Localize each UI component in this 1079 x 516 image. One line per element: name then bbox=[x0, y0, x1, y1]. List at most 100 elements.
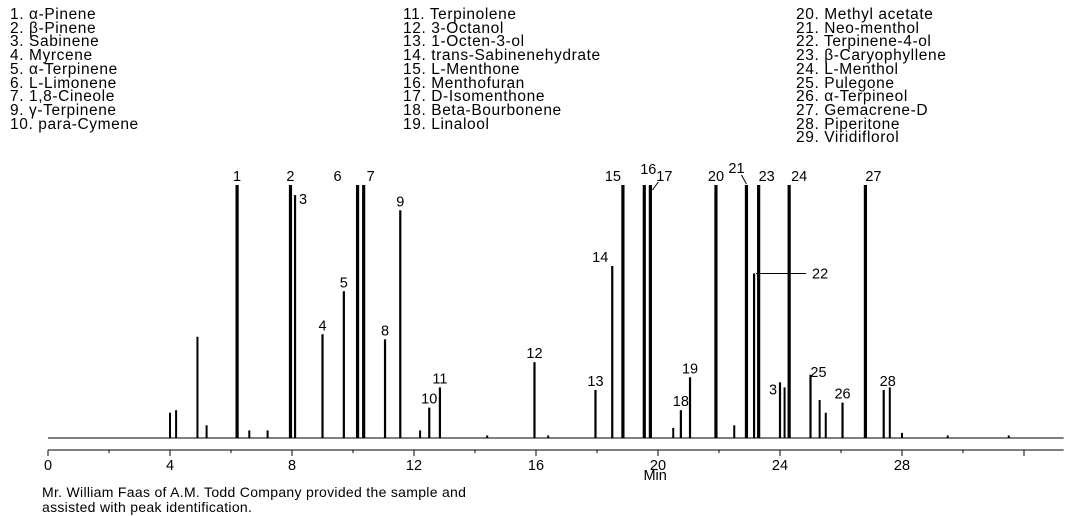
legend-item-number: 26. bbox=[796, 88, 820, 106]
legend-item-name: Linalool bbox=[426, 115, 490, 133]
legend-item-number: 24. bbox=[796, 60, 820, 78]
peak-label: 27 bbox=[865, 169, 881, 185]
x-tick-label: 0 bbox=[44, 458, 52, 474]
legend-item: 15. L-Menthone bbox=[403, 60, 601, 78]
legend-item-name: D-Isomenthone bbox=[426, 88, 546, 106]
peak-label: 21 bbox=[728, 161, 744, 177]
peak-label: 25 bbox=[810, 365, 826, 381]
legend-item-number: 22. bbox=[796, 33, 820, 51]
legend-item-name: Piperitone bbox=[819, 115, 901, 133]
legend-item-number: 25. bbox=[796, 74, 820, 92]
peak-label: 4 bbox=[318, 318, 326, 334]
legend-item: 3. Sabinene bbox=[10, 33, 139, 51]
legend-item-number: 11. bbox=[403, 6, 426, 23]
legend-item-name: Menthofuran bbox=[426, 74, 525, 92]
peak-label: 11 bbox=[432, 371, 447, 387]
credit-line-2: assisted with peak identification. bbox=[42, 499, 253, 515]
peak-label: 8 bbox=[381, 323, 389, 339]
legend-item: 9. γ-Terpinene bbox=[10, 101, 139, 119]
legend-item-number: 13. bbox=[403, 33, 427, 51]
legend-item: 26. α-Terpineol bbox=[796, 88, 946, 106]
legend-item-number: 29. bbox=[796, 129, 820, 147]
legend-item-name: α-Terpineol bbox=[819, 88, 908, 106]
legend-column-2: 11. Terpinolene 12. 3-Octanol 13. 1-Octen-… bbox=[403, 6, 601, 133]
legend-item-name: Viridiflorol bbox=[819, 129, 900, 147]
x-tick-label: 8 bbox=[288, 458, 296, 474]
legend-item-name: 1,8-Cineole bbox=[24, 88, 115, 106]
leader-line bbox=[651, 181, 659, 191]
legend-item-name: L-Menthone bbox=[426, 60, 520, 78]
legend-item-number: 18. bbox=[403, 101, 427, 119]
legend-item-name: Beta-Bourbonene bbox=[426, 101, 562, 119]
legend-item-name: Sabinene bbox=[24, 33, 100, 51]
legend-item-name: Terpinene-4-ol bbox=[819, 33, 932, 51]
legend-item: 20. Methyl acetate bbox=[796, 6, 946, 23]
legend-item: 22. Terpinene-4-ol bbox=[796, 33, 946, 51]
legend-item: 11. Terpinolene bbox=[403, 6, 601, 23]
legend-item-number: 15. bbox=[403, 60, 427, 78]
peak-label: 5 bbox=[340, 275, 348, 291]
legend-item-name: β-Pinene bbox=[24, 19, 97, 37]
peak-label: 18 bbox=[673, 394, 689, 410]
legend-item-number: 7. bbox=[10, 88, 25, 106]
peak-label: 13 bbox=[587, 374, 603, 390]
peak-label: 23 bbox=[759, 169, 775, 185]
legend-item-name: β-Caryophyllene bbox=[819, 47, 947, 65]
peak-label: 6 bbox=[334, 169, 342, 185]
legend-item-name: γ-Terpinene bbox=[24, 101, 117, 119]
legend-item-number: 5. bbox=[10, 60, 25, 78]
legend-item-number: 9. bbox=[10, 101, 25, 119]
peak-label: 15 bbox=[605, 169, 621, 185]
legend-item-name: α-Terpinene bbox=[24, 60, 118, 78]
peak-label: 22 bbox=[812, 267, 828, 283]
legend-item: 12. 3-Octanol bbox=[403, 19, 601, 37]
legend-item: 19. Linalool bbox=[403, 115, 601, 133]
legend-item-name: 1-Octen-3-ol bbox=[426, 33, 525, 51]
peak-label: 26 bbox=[834, 387, 850, 403]
legend-item-number: 3. bbox=[10, 33, 25, 51]
peak-label: 10 bbox=[421, 392, 437, 408]
credit-line-1: Mr. William Faas of A.M. Todd Company pr… bbox=[42, 484, 467, 500]
x-tick-label: 12 bbox=[406, 458, 422, 474]
legend-item: 27. Gemacrene-D bbox=[796, 101, 946, 119]
legend-item-number: 1. bbox=[10, 6, 25, 23]
legend-item-name: trans-Sabinenehydrate bbox=[426, 47, 601, 65]
legend-item: 21. Neo-menthol bbox=[796, 19, 946, 37]
legend-item-name: Gemacrene-D bbox=[819, 101, 929, 119]
legend-item-name: Myrcene bbox=[24, 47, 93, 65]
legend-item-number: 19. bbox=[403, 115, 427, 133]
legend-item-number: 16. bbox=[403, 74, 427, 92]
legend-item: 6. L-Limonene bbox=[10, 75, 139, 91]
legend-item-number: 23. bbox=[796, 47, 820, 65]
legend-item-number: 21. bbox=[796, 19, 820, 37]
legend-item: 18. Beta-Bourbonene bbox=[403, 101, 601, 119]
peak-label: 12 bbox=[526, 346, 542, 362]
x-tick-label: 16 bbox=[528, 458, 544, 474]
legend-item: 28. Piperitone bbox=[796, 115, 946, 133]
legend-item-name: Methyl acetate bbox=[819, 6, 934, 23]
x-tick-label: 28 bbox=[894, 458, 910, 474]
legend-item: 25. Pulegone bbox=[796, 74, 946, 92]
legend-item: 1. α-Pinene bbox=[10, 6, 139, 23]
legend-item-number: 12. bbox=[403, 19, 427, 37]
legend-item-number: 4. bbox=[10, 47, 25, 65]
legend-item: 10. para-Cymene bbox=[10, 116, 139, 132]
legend-item-name: Neo-menthol bbox=[819, 19, 920, 37]
legend-item-name: α-Pinene bbox=[24, 6, 97, 23]
legend-item: 24. L-Menthol bbox=[796, 60, 946, 78]
legend-item-name: 3-Octanol bbox=[426, 19, 504, 37]
legend-item-number: 27. bbox=[796, 101, 820, 119]
peak-label: 20 bbox=[708, 169, 724, 185]
legend-column-3: 20. Methyl acetate 21. Neo-menthol 22. Ter… bbox=[796, 6, 947, 147]
legend-item-name: L-Menthol bbox=[819, 60, 899, 78]
legend-item-number: 14. bbox=[403, 47, 427, 65]
leader-line bbox=[741, 174, 747, 185]
legend-item-number: 20. bbox=[796, 6, 820, 23]
legend-column-1: 1. α-Pinene 2. β-Pinene 3. Sabinene 4. Myrc… bbox=[10, 6, 139, 132]
peak-label: 24 bbox=[791, 169, 807, 185]
legend-item-name: Pulegone bbox=[819, 74, 895, 92]
legend-item-number: 17. bbox=[403, 88, 427, 106]
peak-label: 16 bbox=[640, 162, 656, 178]
legend-item: 23. β-Caryophyllene bbox=[796, 47, 947, 65]
